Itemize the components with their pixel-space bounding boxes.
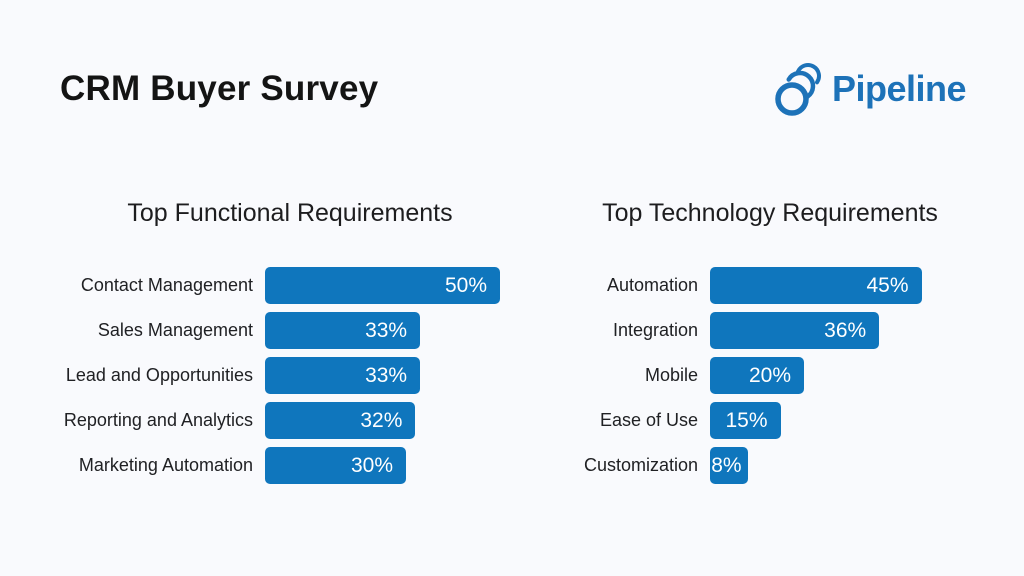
pipeline-logo: Pipeline	[771, 62, 967, 116]
bar-value-label: 36%	[824, 319, 867, 342]
bar-row: Marketing Automation 30%	[60, 447, 520, 484]
bar-value-label: 30%	[350, 454, 393, 477]
page-title: CRM Buyer Survey	[60, 69, 379, 108]
bar-rows-technology: Automation 45% Integration 36% Mobile 20% Ease…	[560, 267, 980, 484]
bar: 33%	[265, 312, 421, 349]
bar-value-label: 15%	[725, 409, 768, 432]
bar-value-label: 45%	[866, 274, 909, 297]
charts-row: Top Functional Requirements Contact Mana…	[0, 198, 1024, 492]
category-label: Reporting and Analytics	[63, 410, 253, 430]
bar: 20%	[710, 357, 804, 394]
bar: 36%	[710, 312, 880, 349]
bar-row: Lead and Opportunities 33%	[60, 357, 520, 394]
bar: 50%	[265, 267, 500, 304]
bar-value-label: 33%	[365, 319, 408, 342]
bar: 45%	[710, 267, 922, 304]
category-label: Lead and Opportunities	[65, 365, 253, 385]
category-label: Ease of Use	[599, 410, 698, 430]
bar-row: Sales Management 33%	[60, 312, 520, 349]
bar: 15%	[710, 402, 781, 439]
bar-value-label: 50%	[444, 274, 487, 297]
category-label: Mobile	[644, 365, 698, 385]
bar-value-label: 32%	[360, 409, 403, 432]
category-label: Sales Management	[97, 320, 253, 340]
category-label: Customization	[583, 455, 698, 475]
bar-value-label: 20%	[748, 364, 791, 387]
bar-value-label: 8%	[711, 454, 742, 477]
bar: 30%	[265, 447, 406, 484]
bar-row: Automation 45%	[560, 267, 980, 304]
bar-row: Reporting and Analytics 32%	[60, 402, 520, 439]
chart-title-functional: Top Functional Requirements	[127, 199, 453, 227]
bar: 33%	[265, 357, 421, 394]
chart-title-technology: Top Technology Requirements	[602, 199, 938, 227]
header: CRM Buyer Survey Pipeline	[0, 0, 1024, 116]
bar: 32%	[265, 402, 416, 439]
category-label: Integration	[612, 320, 698, 340]
logo-wordmark: Pipeline	[831, 68, 967, 109]
bar-row: Mobile 20%	[560, 357, 980, 394]
bar-value-label: 33%	[365, 364, 408, 387]
bar: 8%	[710, 447, 748, 484]
bar-row: Contact Management 50%	[60, 267, 520, 304]
bar-row: Integration 36%	[560, 312, 980, 349]
bar-rows-functional: Contact Management 50% Sales Management 33%…	[60, 267, 520, 484]
category-label: Marketing Automation	[78, 455, 253, 475]
pipeline-rings-icon	[775, 63, 821, 116]
bar-row: Customization 8%	[560, 447, 980, 484]
chart-technology-requirements: Top Technology Requirements Automation 45…	[560, 198, 980, 492]
chart-functional-requirements: Top Functional Requirements Contact Mana…	[60, 198, 520, 492]
category-label: Contact Management	[80, 275, 253, 295]
category-label: Automation	[606, 275, 698, 295]
bar-row: Ease of Use 15%	[560, 402, 980, 439]
